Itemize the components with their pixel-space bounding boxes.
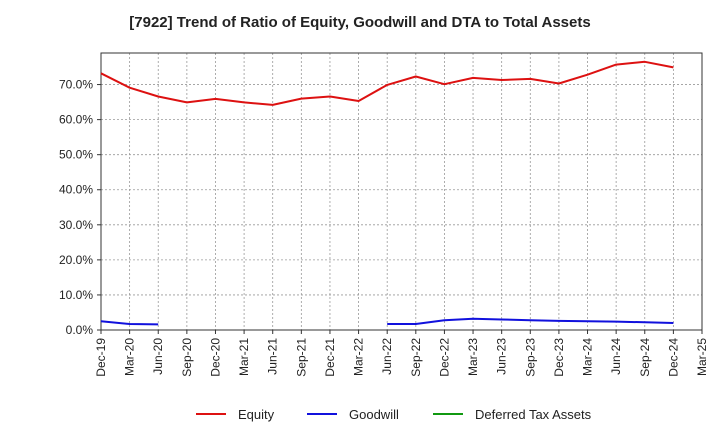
x-tick-label: Jun-20 bbox=[151, 338, 165, 375]
x-tick-label: Dec-23 bbox=[552, 338, 566, 377]
grid bbox=[101, 53, 702, 330]
y-tick-label: 70.0% bbox=[59, 78, 93, 92]
x-tick-label: Dec-24 bbox=[666, 338, 680, 377]
series-lines bbox=[100, 60, 674, 326]
x-tick-label: Mar-24 bbox=[581, 338, 595, 376]
x-tick-labels: Dec-19 Mar-20 Jun-20 Sep-20 Dec-20 Mar-21 Jun-… bbox=[94, 338, 709, 377]
y-tick-label: 60.0% bbox=[59, 113, 93, 127]
y-tick-label: 50.0% bbox=[59, 148, 93, 162]
legend: Equity Goodwill Deferred Tax Assets bbox=[196, 407, 592, 422]
x-tick-label: Sep-20 bbox=[180, 338, 194, 377]
x-tick-label: Sep-23 bbox=[523, 338, 537, 377]
x-tick-label: Dec-22 bbox=[437, 338, 451, 377]
x-tick-label: Dec-20 bbox=[208, 338, 222, 377]
x-tick-label: Dec-19 bbox=[94, 338, 108, 377]
x-tick-label: Dec-21 bbox=[323, 338, 337, 377]
x-tick-label: Jun-24 bbox=[609, 338, 623, 375]
y-tick-label: 30.0% bbox=[59, 218, 93, 232]
x-tick-label: Sep-24 bbox=[638, 338, 652, 377]
plot-frame bbox=[100, 52, 703, 331]
series-goodwill-line bbox=[387, 317, 674, 325]
legend-label: Equity bbox=[238, 407, 275, 422]
series-goodwill-line bbox=[100, 320, 159, 326]
y-tick-label: 40.0% bbox=[59, 183, 93, 197]
x-tick-label: Sep-22 bbox=[409, 338, 423, 377]
y-tick-label: 0.0% bbox=[66, 323, 94, 337]
x-tick-label: Sep-21 bbox=[294, 338, 308, 377]
series-equity-line bbox=[100, 60, 674, 106]
chart-title: [7922] Trend of Ratio of Equity, Goodwil… bbox=[129, 14, 591, 31]
x-tick-label: Jun-22 bbox=[380, 338, 394, 375]
x-tick-label: Mar-25 bbox=[695, 338, 709, 376]
x-tick-label: Mar-21 bbox=[237, 338, 251, 376]
legend-label: Goodwill bbox=[349, 407, 399, 422]
x-tick-label: Mar-23 bbox=[466, 338, 480, 376]
y-tick-label: 10.0% bbox=[59, 288, 93, 302]
x-tick-label: Jun-23 bbox=[495, 338, 509, 375]
x-tick-label: Mar-20 bbox=[123, 338, 137, 376]
y-tick-labels: 0.0% 10.0% 20.0% 30.0% 40.0% 50.0% 60.0% 70.0% bbox=[59, 78, 93, 337]
y-tick-label: 20.0% bbox=[59, 253, 93, 267]
x-tick-label: Mar-22 bbox=[352, 338, 366, 376]
axes bbox=[97, 52, 703, 334]
x-tick-label: Jun-21 bbox=[266, 338, 280, 375]
legend-label: Deferred Tax Assets bbox=[475, 407, 592, 422]
